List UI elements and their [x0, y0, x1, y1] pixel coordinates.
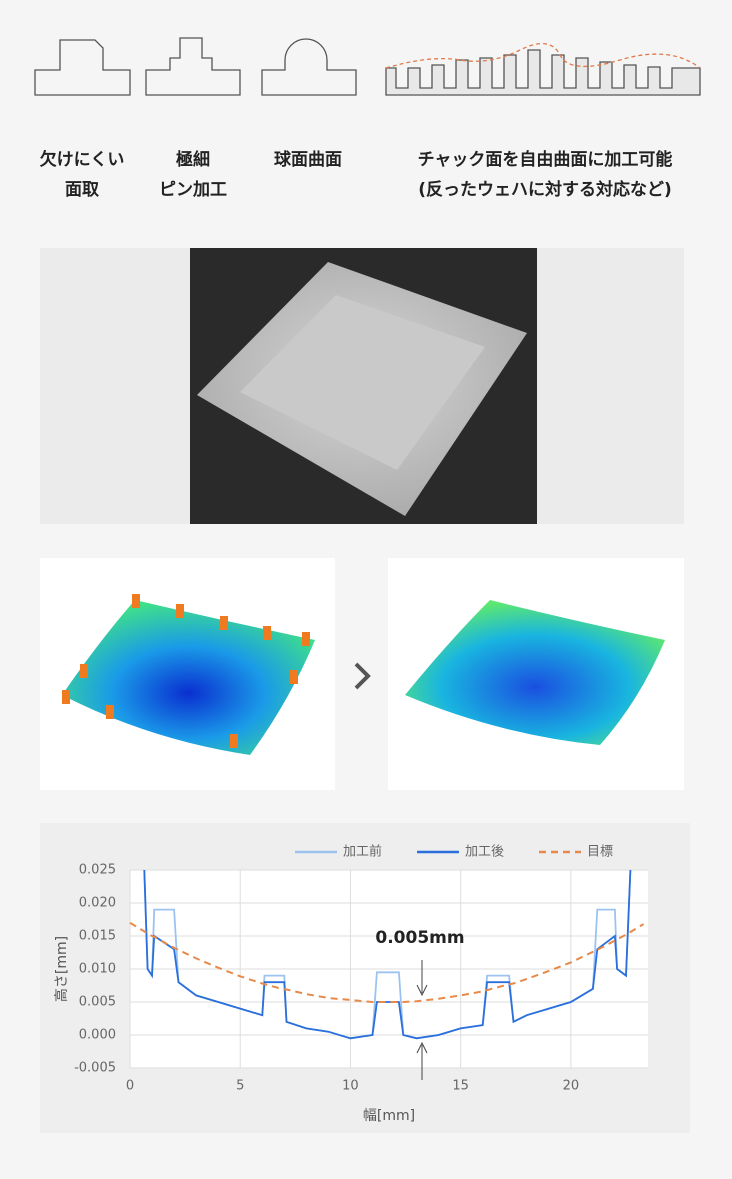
y-tick-label: 0.010 — [79, 962, 116, 977]
series-line — [143, 869, 632, 1040]
x-tick-label: 10 — [342, 1079, 359, 1094]
y-tick-label: 0.020 — [79, 896, 116, 911]
y-tick-label: 0.015 — [79, 929, 116, 944]
x-tick-label: 20 — [563, 1079, 580, 1094]
legend-label: 加工前 — [343, 844, 382, 860]
x-tick-label: 0 — [126, 1079, 134, 1094]
y-tick-label: 0.000 — [79, 1028, 116, 1043]
x-tick-label: 15 — [452, 1079, 469, 1094]
feature-label: ピン加工 — [159, 180, 227, 200]
icons — [34, 37, 701, 96]
series-line — [129, 921, 645, 1003]
x-tick-label: 5 — [236, 1079, 244, 1094]
y-tick-label: 0.005 — [79, 995, 116, 1010]
feature-label: チャック面を自由曲面に加工可能 — [418, 149, 673, 170]
feature-label: 面取 — [65, 180, 99, 200]
chart: 0.025 0.020 0.015 0.010 0.005 0.000 -0.005 0 5 10… — [53, 844, 648, 1124]
feature-label: 欠けにくい — [40, 149, 125, 170]
heatmap — [62, 600, 315, 755]
legend-label: 目標 — [587, 845, 613, 860]
annotation-arrow — [416, 960, 428, 997]
y-axis-label: 高さ[mm] — [53, 936, 70, 1002]
annotation-arrow — [416, 1041, 428, 1080]
wafer-center — [240, 295, 485, 470]
arrow — [354, 662, 371, 690]
annotation: 0.005mm — [375, 928, 464, 948]
pins — [62, 594, 310, 748]
y-tick-label: 0.025 — [79, 863, 116, 878]
feature-label: 極細 — [176, 149, 210, 170]
legend-label: 加工後 — [465, 845, 504, 860]
y-tick-label: -0.005 — [74, 1061, 116, 1076]
feature-label: (反ったウェハに対する対応など) — [418, 179, 672, 200]
heatmap — [405, 600, 665, 745]
x-axis-label: 幅[mm] — [363, 1108, 415, 1124]
feature-label: 球面曲面 — [274, 150, 342, 170]
